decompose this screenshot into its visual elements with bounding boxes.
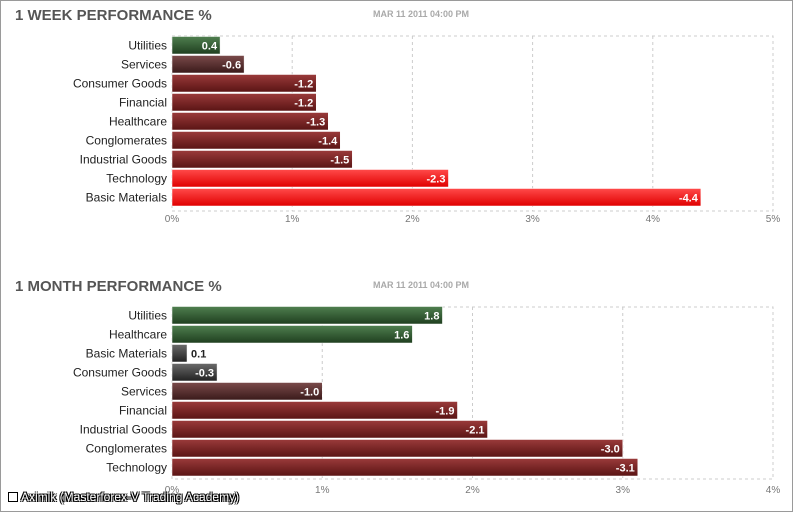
month-bar [171, 382, 323, 401]
month-bar [171, 363, 218, 382]
week-category-label: Technology [106, 172, 167, 186]
week-bar [171, 131, 341, 150]
week-value-label: 0.4 [202, 41, 218, 53]
week-category-label: Basic Materials [86, 191, 167, 205]
week-bar [171, 36, 221, 55]
month-chart-timestamp: MAR 11 2011 04:00 PM [373, 280, 470, 290]
week-bar [171, 55, 245, 74]
month-category-label: Technology [106, 461, 167, 475]
month-value-label: 0.1 [191, 349, 206, 361]
week-tick-label: 3% [525, 214, 540, 225]
month-value-label: -2.1 [466, 425, 485, 437]
month-bar [171, 439, 623, 458]
week-category-label: Financial [119, 96, 167, 110]
week-category-label: Services [121, 58, 167, 72]
checkbox-icon [8, 492, 18, 502]
week-tick-label: 5% [766, 214, 781, 225]
month-bar [171, 306, 443, 325]
month-tick-label: 0% [165, 485, 180, 496]
month-bar [171, 458, 639, 477]
week-value-label: -2.3 [426, 174, 445, 186]
month-value-label: -1.0 [300, 387, 319, 399]
week-tick-label: 1% [285, 214, 300, 225]
month-bar [171, 325, 413, 344]
week-bar [171, 169, 449, 188]
week-value-label: -1.5 [330, 155, 349, 167]
month-category-label: Industrial Goods [80, 423, 167, 437]
month-value-label: 1.8 [424, 311, 439, 323]
month-bar [171, 420, 488, 439]
week-bar [171, 188, 702, 207]
month-tick-label: 2% [465, 485, 480, 496]
month-value-label: -3.0 [601, 444, 620, 456]
week-value-label: -0.6 [222, 60, 241, 72]
month-category-label: Utilities [128, 309, 167, 323]
week-category-label: Utilities [128, 39, 167, 53]
week-value-label: -1.2 [294, 98, 313, 110]
month-value-label: -0.3 [195, 368, 214, 380]
month-category-label: Basic Materials [86, 347, 167, 361]
week-tick-label: 0% [165, 214, 180, 225]
month-category-label: Conglomerates [86, 442, 167, 456]
week-value-label: -1.2 [294, 79, 313, 91]
week-bar [171, 112, 329, 131]
month-category-label: Services [121, 385, 167, 399]
month-chart-title: 1 MONTH PERFORMANCE % [15, 278, 222, 295]
month-tick-label: 3% [616, 485, 631, 496]
week-category-label: Conglomerates [86, 134, 167, 148]
month-value-label: 1.6 [394, 330, 409, 342]
week-bar [171, 93, 317, 112]
month-category-label: Consumer Goods [73, 366, 167, 380]
week-chart-title: 1 WEEK PERFORMANCE % [15, 7, 212, 24]
month-category-label: Healthcare [109, 328, 167, 342]
month-value-label: -1.9 [436, 406, 455, 418]
month-tick-label: 4% [766, 485, 781, 496]
month-bar [171, 401, 458, 420]
watermark-text: Aximik (Masterforex-V Trading Academy) [21, 490, 240, 504]
month-tick-label: 1% [315, 485, 330, 496]
week-tick-label: 2% [405, 214, 420, 225]
month-category-label: Financial [119, 404, 167, 418]
week-chart-timestamp: MAR 11 2011 04:00 PM [373, 9, 470, 19]
month-bar [171, 344, 188, 363]
week-value-label: -1.4 [318, 136, 338, 148]
week-category-label: Industrial Goods [80, 153, 167, 167]
week-category-label: Healthcare [109, 115, 167, 129]
week-value-label: -1.3 [306, 117, 325, 129]
week-bar [171, 150, 353, 169]
watermark: Aximik (Masterforex-V Trading Academy) [8, 490, 239, 504]
week-tick-label: 4% [646, 214, 661, 225]
month-value-label: -3.1 [616, 463, 635, 475]
week-value-label: -4.4 [679, 193, 699, 205]
week-category-label: Consumer Goods [73, 77, 167, 91]
week-bar [171, 74, 317, 93]
